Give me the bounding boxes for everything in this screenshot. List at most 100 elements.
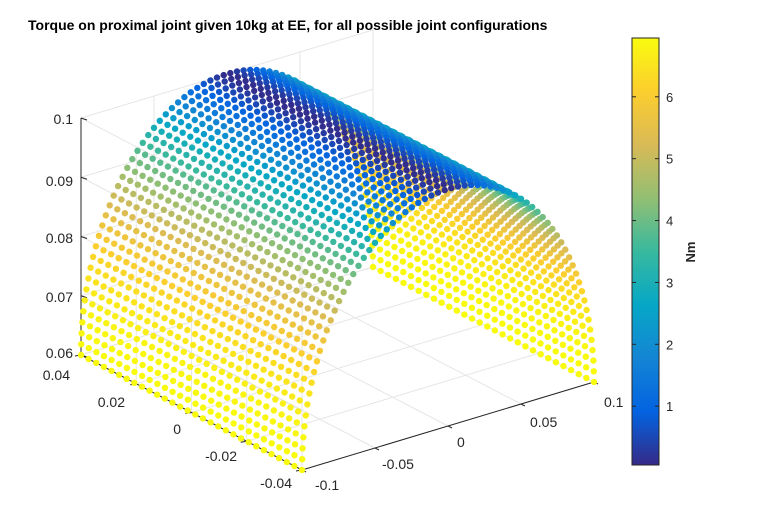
surface-point — [378, 143, 385, 151]
surface-point — [420, 249, 428, 256]
surface-point — [114, 182, 122, 190]
surface-point — [297, 301, 304, 308]
surface-point — [461, 243, 468, 250]
surface-point — [326, 169, 333, 176]
surface-point — [393, 151, 401, 158]
surface-point — [257, 180, 264, 187]
surface-point — [506, 324, 514, 331]
surface-point — [446, 211, 453, 219]
surface-point — [181, 93, 188, 101]
surface-point — [317, 242, 324, 250]
surface-point — [356, 231, 363, 238]
surface-point — [190, 107, 197, 114]
surface-point — [224, 275, 231, 282]
surface-point — [304, 115, 311, 122]
surface-point — [320, 337, 327, 344]
surface-point — [217, 296, 225, 303]
surface-point — [343, 235, 350, 242]
surface-point — [461, 311, 468, 318]
surface-point — [491, 305, 498, 313]
surface-point — [258, 142, 266, 150]
surface-point — [326, 215, 333, 223]
surface-point — [131, 368, 138, 376]
surface-point — [268, 440, 275, 447]
surface-point — [298, 350, 305, 357]
surface-point — [187, 133, 194, 140]
surface-point — [137, 242, 144, 249]
surface-point — [153, 202, 160, 210]
surface-point — [192, 400, 199, 407]
surface-point — [102, 272, 110, 279]
surface-point — [507, 335, 514, 342]
surface-point — [348, 127, 355, 135]
surface-point — [209, 243, 216, 251]
surface-point — [327, 178, 334, 185]
surface-point — [288, 356, 295, 364]
surface-point — [227, 69, 234, 77]
surface-point — [138, 372, 146, 380]
surface-point — [190, 269, 197, 277]
surface-point — [248, 311, 255, 319]
surface-point — [348, 181, 356, 188]
surface-point — [266, 309, 274, 316]
surface-point — [428, 192, 435, 199]
surface-point — [228, 207, 235, 214]
surface-point — [234, 329, 242, 336]
surface-point — [230, 409, 238, 416]
surface-point — [322, 234, 329, 242]
surface-point — [210, 221, 218, 228]
surface-point — [271, 88, 279, 95]
surface-point — [298, 124, 306, 132]
z-tick-mark — [80, 176, 88, 180]
surface-point — [379, 197, 386, 204]
surface-point — [438, 231, 446, 238]
surface-point — [118, 328, 125, 335]
surface-point — [94, 327, 101, 334]
surface-point — [283, 164, 290, 171]
surface-point — [560, 271, 568, 278]
surface-point — [520, 311, 528, 318]
surface-point — [107, 251, 115, 258]
surface-point — [290, 168, 297, 175]
surface-point — [529, 336, 537, 343]
surface-point — [153, 274, 160, 282]
surface-point — [185, 163, 192, 170]
surface-point — [533, 298, 541, 306]
surface-point — [247, 287, 254, 294]
surface-point — [260, 152, 267, 159]
surface-point — [432, 176, 440, 184]
surface-point — [310, 207, 318, 215]
surface-point — [190, 245, 197, 253]
surface-point — [267, 156, 275, 163]
surface-point — [368, 218, 375, 225]
surface-point — [152, 135, 160, 143]
surface-point — [148, 235, 155, 243]
surface-point — [448, 245, 455, 252]
surface-point — [407, 272, 415, 280]
surface-point — [400, 279, 407, 287]
surface-point — [324, 246, 332, 254]
surface-point — [304, 401, 311, 408]
surface-point — [156, 264, 164, 271]
z-tick-mark — [80, 117, 88, 121]
surface-point — [436, 257, 443, 264]
surface-point — [270, 275, 277, 282]
surface-point — [184, 290, 191, 298]
surface-point — [175, 147, 182, 155]
surface-point — [289, 207, 297, 214]
surface-point — [315, 190, 322, 197]
surface-point — [467, 283, 474, 290]
surface-point — [147, 176, 154, 183]
surface-point — [273, 99, 281, 107]
surface-point — [81, 297, 89, 304]
surface-point — [294, 144, 301, 151]
surface-point — [461, 219, 468, 226]
surface-point — [223, 216, 230, 223]
colorbar-tick-6: 6 — [666, 90, 673, 105]
z-tick-0.1: 0.1 — [54, 111, 74, 127]
surface-point — [466, 273, 473, 280]
surface-point — [264, 392, 271, 399]
surface-point — [293, 95, 301, 102]
surface-point — [208, 134, 215, 142]
surface-point — [160, 139, 167, 147]
